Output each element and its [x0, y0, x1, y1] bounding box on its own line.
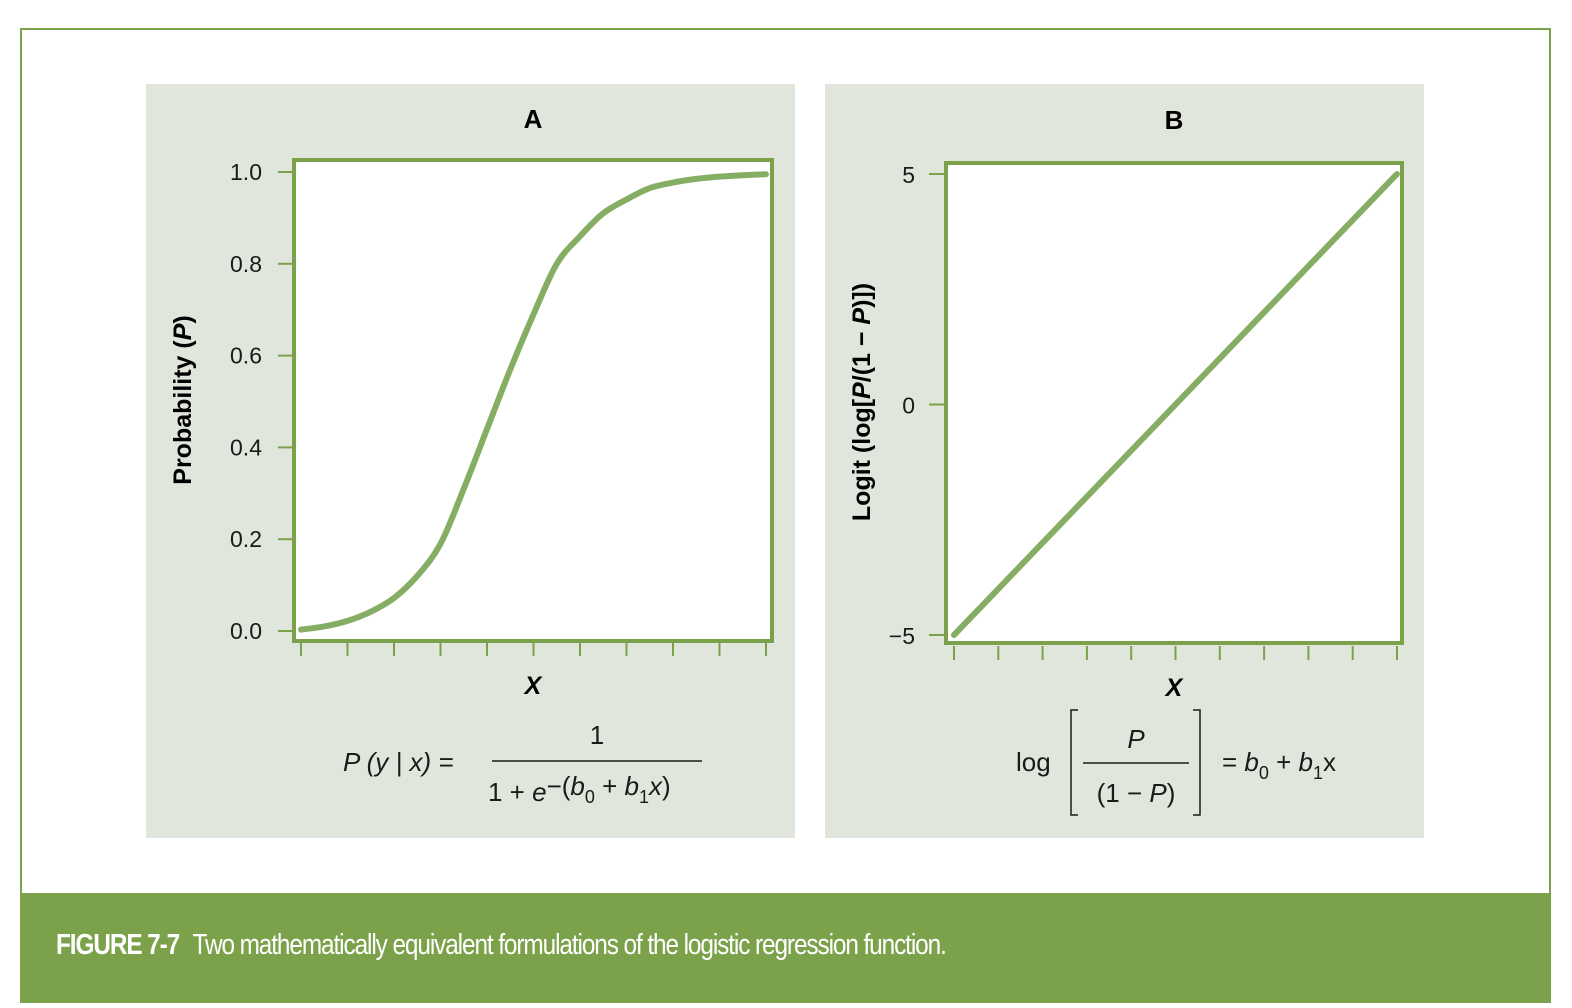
panel-a-x-axis-title: X: [523, 672, 543, 700]
equation-b-denominator: (1 − P): [1097, 778, 1176, 808]
panel-b: B −5 0 5 Logit (log[P/(1 − P)]) X log P (1…: [825, 84, 1424, 838]
caption-bar: FIGURE 7-7 Two mathematically equivalent …: [20, 893, 1551, 1003]
panel-b-y-axis-title: Logit (log[P/(1 − P)]): [848, 283, 876, 521]
panel-a-plot-area: [292, 158, 774, 643]
panel-a-y-axis-title: Probability (P): [169, 315, 197, 484]
panel-b-title: B: [1165, 105, 1184, 135]
caption-description: Two mathematically equivalent formulatio…: [192, 929, 947, 961]
panel-b-logit-line: [951, 171, 1400, 638]
y-tick-label: 1.0: [230, 159, 262, 185]
y-tick-label: 0.2: [230, 526, 262, 552]
panel-a-equation: P (y | x) = 1 1 + e−(b0 + b1x): [343, 720, 702, 807]
equation-a-lhs: P (y | x) =: [343, 747, 454, 777]
panel-b-x-axis-title: X: [1164, 674, 1184, 702]
equation-b-numerator: P: [1127, 724, 1145, 754]
equation-b-right-bracket: [1193, 709, 1201, 816]
equation-b-log: log: [1016, 747, 1051, 777]
panel-a-sigmoid-curve: [298, 171, 769, 633]
equation-b-rhs: = b0 + b1x: [1222, 747, 1336, 783]
panel-a-y-axis: 0.0 0.2 0.4 0.6 0.8 1.0: [230, 159, 292, 644]
y-tick-label: 5: [902, 162, 915, 188]
y-tick-label: 0.4: [230, 434, 262, 460]
y-tick-label: −5: [889, 623, 915, 649]
figure-caption: FIGURE 7-7 Two mathematically equivalent …: [56, 929, 947, 962]
figure-label: FIGURE 7-7: [56, 929, 180, 961]
panel-b-equation: log P (1 − P) = b0 + b1x: [1016, 709, 1336, 816]
figure-frame: [20, 28, 1551, 1003]
panel-a-title: A: [524, 104, 543, 134]
equation-a-numerator: 1: [590, 720, 604, 750]
panel-b-x-axis: [953, 646, 1398, 660]
equation-a-denominator: 1 + e−(b0 + b1x): [488, 771, 671, 807]
panel-a: A 0.0 0.2 0.4 0.6 0.8 1.0 Probability (P) X P…: [146, 84, 795, 838]
equation-b-left-bracket: [1070, 709, 1078, 816]
panel-b-y-axis: −5 0 5: [889, 162, 944, 649]
y-tick-label: 0: [902, 393, 915, 419]
y-tick-label: 0.6: [230, 343, 262, 369]
panel-a-x-axis: [300, 643, 767, 656]
y-tick-label: 0.0: [230, 618, 262, 644]
y-tick-label: 0.8: [230, 251, 262, 277]
